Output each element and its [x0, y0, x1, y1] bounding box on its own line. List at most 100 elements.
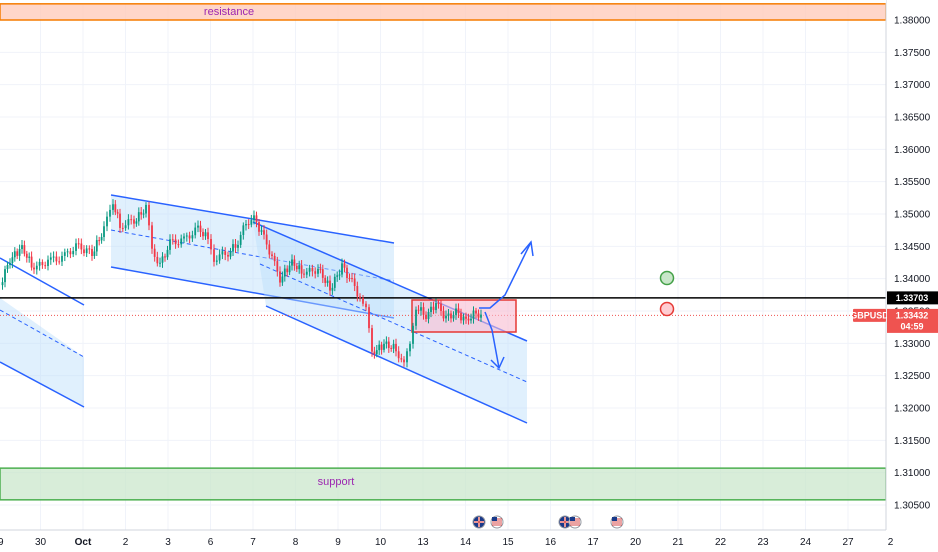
candle-body: [371, 328, 373, 352]
header-strip: [0, 0, 886, 3]
time-tick-label: Oct: [75, 537, 92, 548]
candle-body: [305, 271, 308, 275]
candle-body: [106, 216, 108, 227]
resistance-label: resistance: [204, 6, 254, 18]
time-tick-label: 14: [460, 537, 472, 548]
candle-body: [353, 278, 356, 287]
time-tick-label: 9: [335, 537, 341, 548]
candle-body: [317, 268, 319, 274]
price-axis[interactable]: 1.38000 1.37500 1.37000 1.36500 1.36000 1.355…: [885, 0, 938, 530]
us-flag-icon: [490, 515, 504, 529]
candle-body: [425, 314, 427, 319]
symbol-tag: [853, 308, 886, 322]
candle-body: [221, 251, 224, 255]
candle-body: [191, 235, 194, 239]
candle-body: [298, 265, 301, 270]
candle-body: [417, 309, 420, 311]
price-tick-label: 1.38000: [894, 16, 931, 27]
last-price-tag: [887, 308, 938, 333]
symbol-label: GBPUSD: [850, 311, 889, 321]
candle-body: [329, 280, 331, 291]
candle-body: [271, 254, 273, 256]
time-tick-label: 2: [123, 537, 129, 548]
candle-body: [403, 359, 405, 363]
candle-body: [213, 249, 215, 262]
candle-body: [346, 267, 348, 278]
upper-channel-fill: [111, 195, 394, 318]
price-tick-label: 1.33000: [894, 339, 931, 350]
candle-body: [55, 256, 58, 262]
price-tick-label: 1.30500: [894, 501, 931, 512]
candle-body: [130, 219, 133, 221]
candle-body: [69, 251, 72, 255]
target-marker-up: [659, 270, 675, 286]
candle-body: [185, 235, 188, 237]
us-flag-icon: [610, 515, 624, 529]
key-level-value: 1.33703: [896, 293, 929, 303]
price-zones: [0, 3, 887, 501]
candle-body: [331, 287, 334, 291]
candle-body: [273, 255, 276, 262]
candle-body: [445, 315, 447, 319]
candle-body: [435, 303, 437, 311]
candles: [1, 199, 482, 368]
time-tick-label: 21: [672, 537, 684, 548]
price-tick-label: 1.36500: [894, 113, 931, 124]
candle-body: [61, 255, 63, 262]
candle-body: [103, 226, 105, 238]
candle-body: [397, 351, 400, 359]
candle-body: [215, 260, 218, 262]
candle-body: [348, 277, 351, 279]
candle-body: [95, 240, 98, 252]
time-tick-label: 23: [757, 537, 769, 548]
price-tick-label: 1.35500: [894, 177, 931, 188]
candle-body: [137, 212, 140, 222]
candle-body: [295, 265, 298, 270]
candle-body: [151, 225, 153, 249]
economic-events[interactable]: [472, 515, 624, 529]
candle-body: [326, 280, 329, 283]
candle-body: [362, 297, 364, 304]
plot-background: [0, 0, 886, 530]
lower-channel-fill: [253, 222, 527, 423]
candle-body: [283, 268, 286, 277]
time-tick-label: 24: [800, 537, 812, 548]
candle-body: [452, 314, 455, 319]
candle-body: [140, 212, 143, 215]
candle-body: [385, 341, 388, 344]
candle-body: [148, 204, 150, 226]
candle-body: [171, 239, 174, 241]
time-tick-label: 29: [0, 537, 4, 548]
candle-body: [279, 271, 281, 283]
time-axis[interactable]: 2930Oct2367891013141516172021222324272: [0, 529, 894, 552]
candle-body: [30, 256, 33, 268]
candle-body: [207, 232, 209, 239]
candle-body: [392, 343, 395, 349]
candle-body: [475, 310, 477, 314]
candle-body: [422, 307, 425, 315]
candle-body: [25, 253, 28, 258]
candle-body: [324, 277, 327, 283]
candle-body: [6, 265, 9, 270]
price-tick-label: 1.32500: [894, 371, 931, 382]
candle-body: [11, 257, 14, 263]
candle-body: [333, 276, 336, 288]
candle-body: [457, 308, 460, 314]
candle-body: [480, 314, 482, 318]
uk-flag-icon: [472, 515, 486, 529]
candle-body: [33, 267, 35, 270]
candle-body: [470, 318, 472, 321]
candle-body: [229, 251, 232, 257]
candle-body: [442, 310, 445, 319]
candle-body: [142, 213, 145, 215]
candle-body: [183, 236, 185, 239]
candle-body: [63, 252, 66, 256]
candle-body: [368, 307, 370, 329]
candle-body: [268, 244, 271, 255]
candle-body: [351, 278, 353, 280]
bearish-arrowhead: [490, 356, 505, 370]
candle-body: [303, 273, 305, 275]
candle-body: [1, 282, 4, 286]
candle-body: [319, 268, 322, 270]
